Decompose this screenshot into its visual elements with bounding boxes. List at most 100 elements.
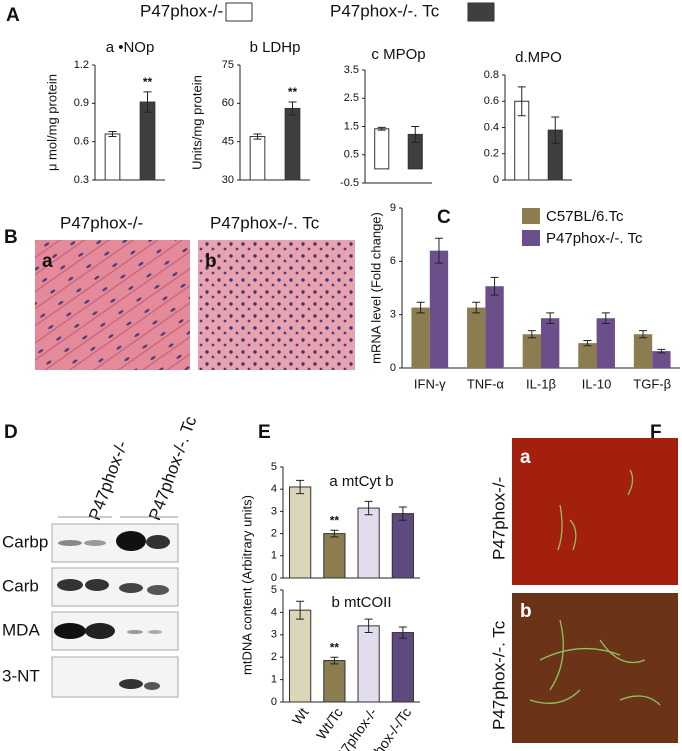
y-tick-label: 0 [493, 174, 499, 186]
x-tick-label: Wt/Tc [313, 705, 346, 743]
panel-letter: E [258, 422, 271, 443]
y-tick-label: 1 [271, 550, 277, 562]
y-tick-label: 3 [271, 505, 277, 517]
bar [429, 250, 449, 368]
side-label: P47phox-/-. Tc [489, 620, 508, 730]
y-tick-label: 4 [271, 483, 277, 495]
error-bar [639, 330, 648, 339]
y-tick-label: 0.3 [74, 174, 89, 186]
legend-label: P47phox-/-. Tc [546, 230, 643, 247]
bar [104, 133, 121, 181]
column-label: P47phox-/-. Tc [145, 413, 200, 523]
panel-letter: B [4, 227, 18, 248]
y-tick-label: 3 [271, 629, 277, 641]
bar [357, 507, 380, 579]
blot [51, 523, 179, 698]
bar [633, 334, 653, 368]
y-tick-label: 0.8 [484, 69, 499, 81]
panel-letter: C [437, 207, 451, 228]
y-axis-label: mRNA level (Fold change) [368, 212, 383, 364]
panel-letter: A [6, 5, 20, 26]
bar [139, 101, 156, 181]
y-tick-label: 75 [222, 59, 234, 71]
significance: ** [288, 85, 298, 99]
image-label: b [520, 601, 532, 622]
chart-title: a •NOp [106, 39, 155, 56]
error-bar [434, 237, 443, 264]
error-bar [601, 312, 610, 325]
error-bar [143, 91, 152, 113]
bar [289, 486, 312, 579]
bar [391, 513, 414, 579]
bar [541, 318, 560, 368]
error-bar [527, 330, 536, 339]
error-bar [288, 101, 297, 116]
y-tick-label: 2 [271, 528, 277, 540]
error-bar [364, 618, 373, 634]
error-bar [490, 276, 499, 296]
bar [485, 286, 504, 368]
bar [467, 307, 486, 368]
error-bar [472, 301, 481, 314]
x-tick-label: IL-10 [582, 376, 612, 391]
y-tick-label: 2 [271, 651, 277, 663]
significance: ** [330, 513, 340, 527]
micrograph [512, 438, 678, 585]
bar [249, 136, 266, 181]
y-axis-label: Units/mg protein [189, 75, 204, 170]
x-tick-label: IFN-γ [414, 376, 446, 391]
y-axis-label: mtDNA content (Arbitrary units) [239, 495, 254, 675]
error-bar [411, 126, 420, 143]
y-tick-label: 5 [271, 584, 277, 596]
y-tick-label: 3.5 [344, 64, 359, 76]
bar [411, 307, 430, 368]
bar [323, 660, 346, 703]
error-bar [416, 301, 425, 314]
chart-title: b mtCOII [331, 594, 391, 611]
bar [323, 533, 346, 579]
bar [652, 351, 671, 368]
y-axis-label: μ mol/mg protein [44, 74, 59, 171]
side-label: P47phox-/- [489, 477, 508, 560]
y-tick-label: 1.2 [74, 59, 89, 71]
micrograph [35, 240, 190, 370]
y-tick-label: 1.5 [344, 120, 359, 132]
error-bar [364, 500, 373, 516]
image-title: P47phox-/- [60, 213, 143, 232]
micrograph [198, 240, 355, 370]
bar [374, 128, 390, 170]
y-tick-label: 30 [222, 174, 234, 186]
significance: ** [143, 75, 153, 89]
micrograph [512, 593, 678, 743]
x-tick-label: IL-1β [526, 376, 556, 391]
legend-label: C57BL/6.Tc [546, 208, 624, 225]
error-bar [551, 116, 560, 144]
y-tick-label: 45 [222, 136, 234, 148]
significance: ** [330, 640, 340, 654]
chart-title: b LDHp [250, 39, 301, 56]
y-tick-label: 3 [390, 309, 396, 321]
y-tick-label: 0.6 [484, 95, 499, 107]
error-bar [330, 529, 339, 538]
bar [284, 107, 301, 181]
y-tick-label: 1 [271, 674, 277, 686]
image-label: b [205, 251, 217, 272]
error-bar [330, 656, 339, 665]
error-bar [657, 348, 666, 354]
chart-title: d.MPO [515, 49, 562, 66]
row-label: Carb [2, 576, 39, 595]
y-tick-label: 9 [390, 202, 396, 214]
y-tick-label: 0.9 [74, 97, 89, 109]
y-tick-label: 0.2 [484, 148, 499, 160]
error-bar [546, 312, 555, 325]
bar [596, 318, 615, 368]
y-tick-label: 0 [271, 572, 277, 584]
x-tick-label: TNF-α [467, 376, 505, 391]
row-label: Carbp [2, 532, 48, 551]
image-title: P47phox-/-. Tc [210, 213, 320, 232]
error-bar [108, 130, 117, 138]
x-tick-label: Wt [289, 705, 312, 728]
y-tick-label: -0.5 [340, 177, 359, 189]
y-tick-label: 60 [222, 97, 234, 109]
